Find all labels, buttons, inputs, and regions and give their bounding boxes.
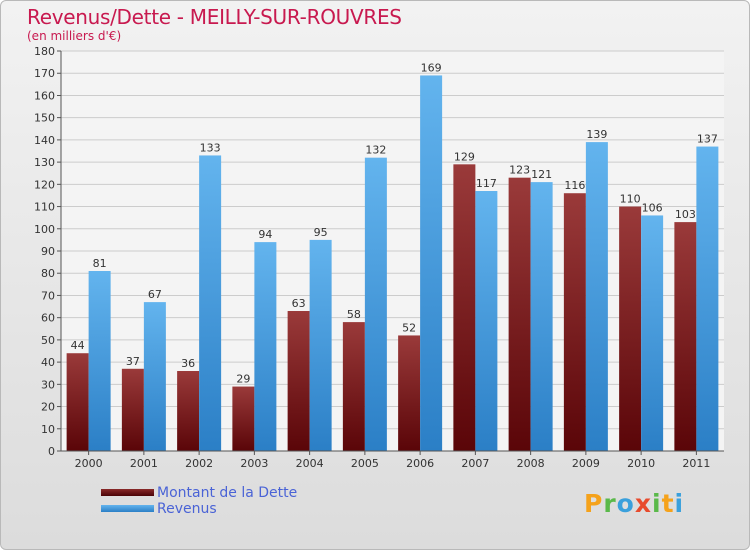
data-label: 169 [421,61,442,74]
bar-revenus [420,75,443,451]
data-label: 110 [620,193,641,206]
data-label: 139 [586,128,607,141]
data-label: 117 [476,177,497,190]
logo-letter: o [616,489,635,518]
x-tick-label: 2001 [130,457,158,470]
legend-swatch-debt [101,489,154,496]
y-tick-label: 170 [34,67,55,80]
bar-revenus [364,157,387,451]
bar-dette [177,371,200,451]
legend-label-revenus: Revenus [157,501,217,517]
data-label: 129 [454,150,475,163]
y-tick-label: 60 [41,312,55,325]
bar-revenus [88,271,111,451]
bar-dette [287,311,310,451]
y-tick-label: 150 [34,112,55,125]
x-tick-label: 2008 [517,457,545,470]
bar-dette [398,335,421,451]
y-tick-label: 20 [41,401,55,414]
bar-revenus [199,155,222,451]
bar-revenus [696,146,719,452]
y-tick-label: 70 [41,289,55,302]
chart-subtitle: (en milliers d'€) [27,29,122,43]
x-tick-label: 2007 [461,457,489,470]
y-tick-label: 160 [34,89,55,102]
data-label: 133 [200,141,221,154]
data-label: 58 [347,308,361,321]
proxiti-logo: Proxiti [584,489,684,518]
bar-revenus [254,242,277,451]
data-label: 94 [258,228,272,241]
x-tick-label: 2011 [682,457,710,470]
logo-letter: t [661,489,675,518]
x-tick-label: 2006 [406,457,434,470]
y-tick-label: 50 [41,334,55,347]
data-label: 95 [314,226,328,239]
bar-dette [619,206,642,451]
bar-revenus [585,142,608,451]
bar-revenus [641,215,664,451]
logo-letter: i [674,489,685,518]
logo-letter: r [603,489,617,518]
bar-revenus [530,182,553,451]
data-label: 123 [509,164,530,177]
x-tick-label: 2000 [75,457,103,470]
data-label: 81 [93,257,107,270]
x-tick-label: 2005 [351,457,379,470]
data-label: 132 [365,144,386,157]
data-label: 121 [531,168,552,181]
x-tick-label: 2004 [296,457,324,470]
bar-revenus [475,191,498,451]
bar-dette [453,164,476,452]
bar-dette [563,193,586,451]
data-label: 116 [564,179,585,192]
y-tick-label: 100 [34,223,55,236]
bar-dette [674,222,697,451]
data-label: 29 [236,373,250,386]
data-label: 67 [148,288,162,301]
y-tick-label: 0 [48,445,55,458]
logo-letter: i [652,489,662,518]
y-tick-label: 30 [41,378,55,391]
bar-dette [66,353,89,451]
y-tick-label: 130 [34,156,55,169]
y-tick-label: 120 [34,178,55,191]
bar-revenus [143,302,166,451]
data-label: 137 [697,133,718,146]
bar-dette [508,177,531,451]
y-tick-label: 10 [41,423,55,436]
data-label: 106 [642,201,663,214]
x-tick-label: 2010 [627,457,655,470]
x-tick-label: 2002 [185,457,213,470]
legend-label-debt: Montant de la Dette [157,485,298,501]
x-tick-label: 2009 [572,457,600,470]
y-tick-label: 40 [41,356,55,369]
data-label: 103 [675,208,696,221]
y-tick-label: 110 [34,201,55,214]
y-tick-label: 140 [34,134,55,147]
bar-dette [232,386,255,451]
y-tick-label: 180 [34,45,55,58]
logo-letter: P [584,489,604,518]
data-label: 52 [402,321,416,334]
logo-letter: x [634,489,652,518]
bar-dette [121,368,144,451]
legend-swatch-revenus [101,505,154,512]
data-label: 44 [71,339,85,352]
data-label: 36 [181,357,195,370]
x-tick-label: 2003 [240,457,268,470]
y-tick-label: 90 [41,245,55,258]
data-label: 37 [126,355,140,368]
bar-dette [342,322,365,451]
bar-revenus [309,239,332,451]
y-tick-label: 80 [41,267,55,280]
data-label: 63 [292,297,306,310]
chart-title: Revenus/Dette - MEILLY-SUR-ROUVRES [27,5,402,29]
